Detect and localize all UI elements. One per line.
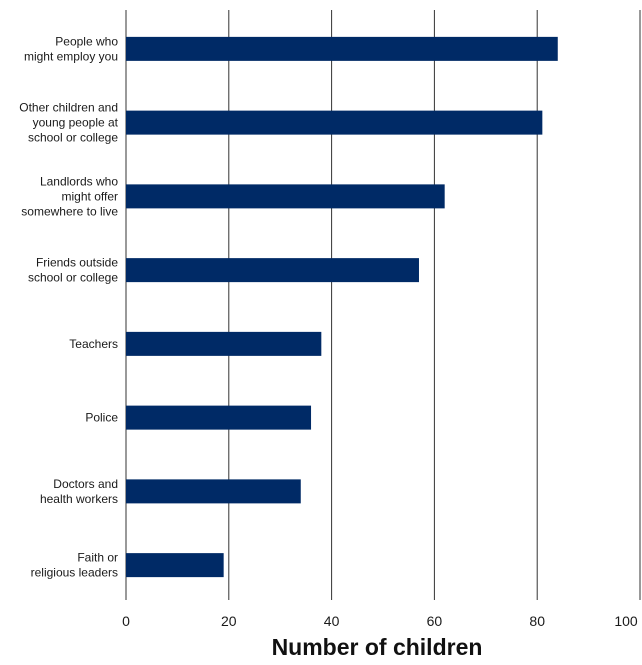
category-label-line: Friends outside: [36, 256, 118, 270]
bar: [126, 184, 445, 209]
category-label-line: Doctors and: [53, 477, 118, 491]
bar: [126, 405, 312, 430]
category-label: Friends outside school or college: [28, 256, 118, 285]
x-axis-title: Number of children: [272, 634, 483, 660]
bar: [126, 110, 543, 135]
category-label-line: Other children and: [19, 101, 118, 115]
bar: [126, 553, 224, 578]
category-labels: People who might employ you Other children…: [19, 34, 118, 579]
category-label: Other children and young people at school …: [19, 101, 118, 145]
category-label: Landlords who might offer somewhere to liv…: [21, 174, 118, 218]
category-label-line: Landlords who: [40, 174, 118, 188]
bar: [126, 479, 301, 504]
category-label-line: health workers: [40, 492, 118, 506]
category-label-line: might employ you: [24, 49, 118, 63]
x-tick-label: 40: [324, 613, 340, 629]
category-label-line: Police: [85, 411, 118, 425]
x-tick-label: 80: [529, 613, 545, 629]
x-tick-label: 20: [221, 613, 237, 629]
x-tick-label: 100: [614, 613, 638, 629]
category-label-line: religious leaders: [31, 566, 118, 580]
category-label: Faith or religious leaders: [31, 551, 118, 580]
category-label-line: somewhere to live: [21, 204, 118, 218]
category-label-line: school or college: [28, 271, 118, 285]
bar: [126, 36, 558, 61]
category-label: Teachers: [69, 337, 118, 351]
category-label-line: might offer: [62, 189, 118, 203]
category-label: Doctors and health workers: [40, 477, 118, 506]
category-label: Police: [85, 411, 118, 425]
bar: [126, 331, 322, 356]
bar: [126, 258, 419, 283]
category-label-line: People who: [55, 34, 118, 48]
x-tick-labels: 0 20 40 60 80 100: [122, 613, 638, 629]
x-tick-label: 60: [427, 613, 443, 629]
category-label: People who might employ you: [24, 34, 118, 63]
category-label-line: Teachers: [69, 337, 118, 351]
bars: [126, 36, 558, 578]
gridlines: [125, 10, 641, 600]
category-label-line: school or college: [28, 131, 118, 145]
x-tick-label: 0: [122, 613, 130, 629]
category-label-line: Faith or: [77, 551, 118, 565]
category-label-line: young people at: [33, 116, 119, 130]
